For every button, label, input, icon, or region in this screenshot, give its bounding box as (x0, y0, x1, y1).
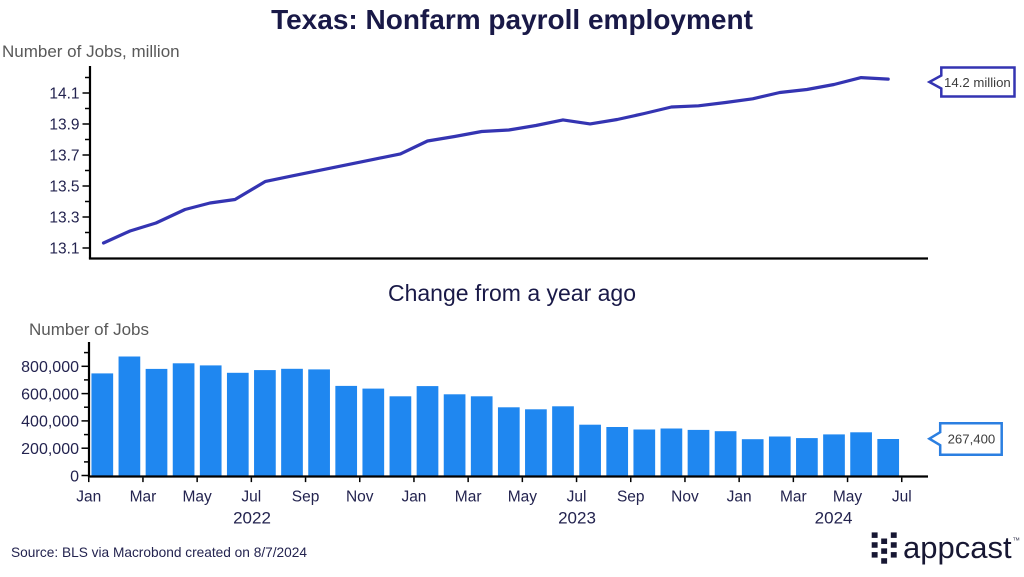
svg-text:14.2 million: 14.2 million (944, 75, 1011, 90)
svg-text:Sep: Sep (617, 489, 645, 506)
svg-text:Number of Jobs, million: Number of Jobs, million (2, 42, 180, 61)
svg-text:Nov: Nov (671, 489, 699, 506)
svg-text:May: May (508, 489, 538, 506)
svg-text:Mar: Mar (455, 489, 482, 506)
svg-text:Jan: Jan (727, 489, 752, 506)
svg-text:Jul: Jul (241, 489, 261, 506)
svg-text:May: May (183, 489, 213, 506)
svg-text:Mar: Mar (130, 489, 157, 506)
svg-text:2022: 2022 (233, 509, 271, 528)
svg-text:Jan: Jan (76, 489, 101, 506)
svg-text:600,000: 600,000 (21, 386, 79, 403)
svg-text:Number of Jobs: Number of Jobs (29, 320, 149, 339)
svg-text:200,000: 200,000 (21, 441, 79, 458)
svg-text:Jul: Jul (892, 489, 912, 506)
svg-text:13.3: 13.3 (49, 210, 79, 227)
svg-text:Jul: Jul (567, 489, 587, 506)
svg-text:267,400: 267,400 (948, 431, 996, 446)
svg-text:Jan: Jan (401, 489, 426, 506)
svg-text:800,000: 800,000 (21, 359, 79, 376)
svg-text:400,000: 400,000 (21, 414, 79, 431)
svg-text:2024: 2024 (815, 509, 853, 528)
svg-text:appcast: appcast (903, 530, 1012, 565)
svg-text:Source: BLS via Macrobond crea: Source: BLS via Macrobond created on 8/7… (11, 545, 307, 560)
svg-text:Nov: Nov (346, 489, 374, 506)
svg-text:0: 0 (70, 468, 79, 485)
svg-text:13.1: 13.1 (49, 241, 79, 258)
svg-text:Change from a year ago: Change from a year ago (388, 280, 636, 306)
svg-text:14.1: 14.1 (49, 86, 79, 103)
svg-text:TM: TM (1013, 537, 1020, 542)
svg-text:13.5: 13.5 (49, 179, 79, 196)
svg-text:13.7: 13.7 (49, 148, 79, 165)
svg-text:13.9: 13.9 (49, 117, 79, 134)
svg-text:Mar: Mar (780, 489, 807, 506)
svg-text:2023: 2023 (558, 509, 596, 528)
svg-text:Sep: Sep (292, 489, 320, 506)
svg-text:May: May (833, 489, 863, 506)
svg-text:Texas: Nonfarm payroll employm: Texas: Nonfarm payroll employment (271, 4, 753, 35)
